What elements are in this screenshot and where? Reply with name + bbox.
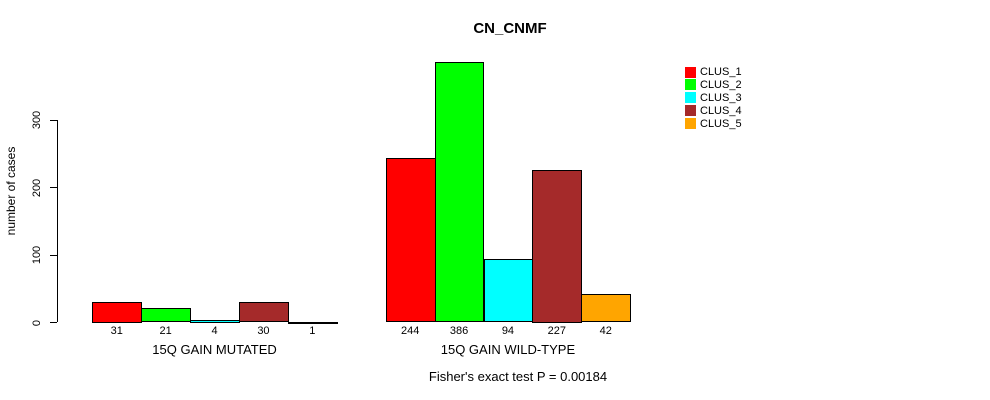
bar-clus_3 xyxy=(190,319,240,323)
y-tick-label: 0 xyxy=(31,319,43,326)
legend-label: CLUS_4 xyxy=(700,104,742,117)
bar-clus_3 xyxy=(483,259,534,323)
legend-item: CLUS_3 xyxy=(685,92,742,104)
bar-value-label: 1 xyxy=(309,325,316,337)
legend-swatch-clus_4 xyxy=(685,105,696,117)
y-tick-label: 100 xyxy=(31,245,43,265)
y-tick-label: 300 xyxy=(31,111,43,130)
bar-clus_4 xyxy=(239,302,289,323)
bar-value-label: 31 xyxy=(110,325,123,337)
chart-title: CN_CNMF xyxy=(473,20,547,37)
legend-label: CLUS_3 xyxy=(700,91,742,104)
group-label: 15Q GAIN MUTATED xyxy=(152,342,277,357)
bar-value-label: 244 xyxy=(400,325,420,337)
group-label: 15Q GAIN WILD-TYPE xyxy=(440,342,576,357)
bar-clus_1 xyxy=(92,301,143,323)
bar-value-label: 21 xyxy=(159,325,172,337)
bar-value-label: 4 xyxy=(211,325,218,337)
legend-swatch-clus_1 xyxy=(685,66,696,78)
legend-swatch-clus_2 xyxy=(685,79,696,91)
bar-clus_2 xyxy=(141,308,192,323)
annotation-text: Fisher's exact test P = 0.00184 xyxy=(428,369,608,384)
legend-item: CLUS_5 xyxy=(685,118,742,130)
legend-label: CLUS_5 xyxy=(700,117,742,130)
y-axis-tick xyxy=(49,187,57,189)
bar-clus_2 xyxy=(434,62,485,323)
legend-item: CLUS_1 xyxy=(685,66,742,78)
y-tick-label: 200 xyxy=(31,178,43,197)
legend-label: CLUS_1 xyxy=(700,66,742,78)
bar-value-label: 227 xyxy=(547,325,567,337)
legend-swatch-clus_3 xyxy=(685,92,696,104)
y-axis-tick xyxy=(49,254,57,256)
legend-label: CLUS_2 xyxy=(700,78,742,91)
legend-swatch-clus_5 xyxy=(685,118,696,130)
y-axis-line xyxy=(56,120,58,323)
y-axis-tick xyxy=(49,322,57,323)
bar-clus_5 xyxy=(287,321,338,324)
y-axis-tick xyxy=(49,119,57,121)
legend-item: CLUS_4 xyxy=(685,105,742,117)
bar-clus_4 xyxy=(532,169,583,323)
bar-value-label: 386 xyxy=(449,325,469,337)
legend-item: CLUS_2 xyxy=(685,79,742,91)
bar-clus_1 xyxy=(385,158,436,323)
bar-value-label: 42 xyxy=(599,325,612,337)
bar-value-label: 30 xyxy=(257,325,270,337)
legend: CLUS_1 CLUS_2 CLUS_3 CLUS_4 CLUS_5 xyxy=(685,66,775,136)
bar-value-label: 94 xyxy=(501,325,515,337)
bar-clus_5 xyxy=(581,294,632,323)
